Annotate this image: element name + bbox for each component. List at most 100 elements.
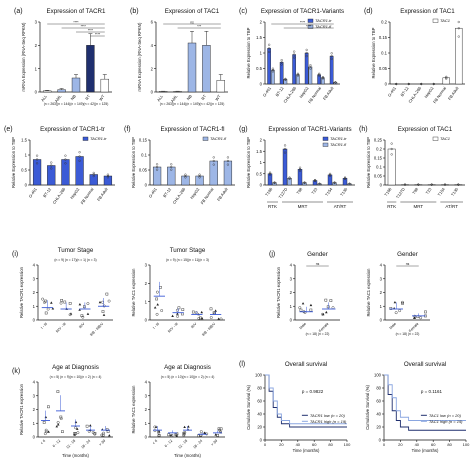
y-tick-label: 2	[145, 407, 148, 412]
x-tick-label: CHLA-266	[282, 85, 297, 104]
data-point	[457, 27, 460, 30]
x-tick-label: III/V	[78, 321, 86, 329]
bar	[167, 166, 176, 186]
y-axis-label: Relative TAC1 expression	[131, 385, 136, 434]
data-point	[170, 163, 173, 166]
data-point	[174, 433, 177, 437]
data-point	[98, 300, 102, 304]
bar	[103, 175, 113, 186]
data-point	[78, 303, 82, 306]
chart-title: Overall survival	[285, 361, 327, 368]
data-point	[268, 173, 272, 176]
data-point	[393, 300, 397, 304]
x-tick-label: 80	[328, 442, 333, 447]
significance-label: ****	[73, 20, 79, 24]
legend-swatch	[432, 18, 439, 23]
bar	[32, 159, 42, 186]
y-tick-label: 0.5	[21, 168, 27, 173]
x-tick-label: HepG2	[423, 85, 435, 99]
data-point	[413, 316, 417, 319]
data-point	[184, 174, 187, 178]
data-point	[305, 48, 308, 51]
data-point	[78, 308, 81, 311]
y-tick-label: 0.1	[381, 51, 387, 56]
group-label: RTK	[387, 204, 396, 209]
survival-curve	[384, 374, 466, 421]
x-tick-label: AML	[54, 93, 63, 103]
y-tick-label: 0	[33, 435, 36, 440]
data-point	[303, 181, 306, 184]
y-tick-label: 1	[260, 51, 263, 56]
x-axis-label: Time (months)	[412, 448, 439, 453]
y-tick-label: 0.15	[379, 35, 388, 40]
y-tick-label: 1	[35, 66, 38, 71]
data-point	[83, 305, 86, 309]
x-tick-label: < 6	[152, 439, 158, 445]
y-tick-label: 0.25	[374, 138, 383, 143]
panel-letter: (k)	[12, 368, 20, 375]
bar	[317, 74, 321, 85]
data-point	[155, 163, 159, 166]
x-tick-label: T130	[450, 186, 460, 197]
x-tick-label: 60	[431, 442, 436, 447]
x-tick-label: BT-12	[42, 186, 53, 198]
data-point	[216, 433, 219, 437]
data-point	[403, 183, 407, 186]
y-tick-label: 1	[33, 304, 36, 309]
panel-letter: (c)	[239, 8, 247, 15]
survival-curve	[384, 374, 466, 431]
y-axis-label: Relative Expression to TBP	[131, 137, 136, 188]
y-tick-label: 20	[257, 425, 262, 430]
x-tick-label: FB Adult	[447, 85, 460, 101]
panel-letter: (f)	[124, 126, 131, 133]
data-point	[328, 172, 332, 175]
y-axis-label: Relative TAC1 expression	[366, 268, 371, 317]
data-point	[44, 415, 48, 419]
bar	[202, 45, 211, 93]
data-point	[268, 47, 271, 50]
y-tick-label: 2	[290, 290, 293, 295]
x-tick-label: HepG2	[298, 85, 310, 99]
data-point	[343, 177, 347, 181]
data-point	[108, 434, 111, 437]
x-tick-label: NB	[186, 93, 193, 101]
y-tick-label: 3	[33, 276, 36, 281]
x-tick-label: 0	[383, 442, 386, 447]
legend-swatch	[82, 136, 89, 141]
group-label: MRT	[298, 204, 308, 209]
legend-label: TACR1 low (n = 20)	[310, 413, 346, 418]
bar	[57, 89, 66, 93]
data-point	[348, 182, 351, 185]
data-point	[61, 430, 64, 433]
y-tick-label: 3	[290, 276, 293, 281]
data-point	[55, 425, 59, 428]
y-tick-label: 1	[290, 304, 293, 309]
bar	[297, 169, 303, 186]
y-tick-label: 0.5	[256, 66, 262, 71]
data-point	[390, 147, 393, 151]
data-point	[194, 311, 198, 315]
y-axis-label: Relative Expression to TBP	[371, 27, 376, 78]
data-point	[35, 162, 39, 165]
data-point	[60, 299, 63, 302]
bar	[159, 91, 168, 93]
x-tick-label: CHLA-266	[407, 85, 422, 104]
y-tick-label: 0	[260, 82, 263, 87]
y-tick-label: 40	[257, 412, 262, 417]
bar	[287, 178, 292, 186]
data-point	[209, 307, 213, 311]
survival-curve	[265, 374, 347, 428]
chart-title: Expression of TAC1	[165, 8, 220, 15]
y-tick-label: 0	[260, 438, 263, 443]
bar	[308, 66, 313, 85]
data-point	[170, 168, 173, 171]
data-point	[44, 428, 48, 432]
data-point	[101, 433, 105, 437]
chart-title: Expression of TAC1	[398, 126, 453, 133]
data-point	[298, 306, 302, 310]
data-point	[64, 158, 67, 161]
data-point	[100, 433, 104, 437]
data-point	[78, 159, 81, 162]
bar	[152, 166, 162, 186]
data-point	[318, 182, 321, 185]
